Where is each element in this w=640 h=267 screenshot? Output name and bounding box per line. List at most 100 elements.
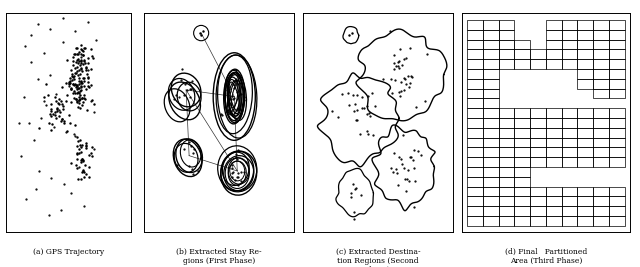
Bar bbox=[483, 30, 499, 40]
Bar bbox=[467, 167, 483, 177]
Bar bbox=[467, 98, 483, 108]
Bar bbox=[499, 216, 515, 226]
Bar bbox=[515, 206, 530, 216]
Bar bbox=[609, 157, 625, 167]
Bar bbox=[577, 206, 593, 216]
Bar bbox=[483, 167, 499, 177]
Bar bbox=[530, 196, 546, 206]
Bar bbox=[593, 187, 609, 196]
Bar bbox=[546, 30, 562, 40]
Bar bbox=[562, 187, 577, 196]
Bar bbox=[530, 138, 546, 147]
Bar bbox=[562, 49, 577, 59]
Bar bbox=[467, 196, 483, 206]
Bar bbox=[609, 128, 625, 138]
Bar bbox=[593, 128, 609, 138]
Bar bbox=[483, 98, 499, 108]
Bar bbox=[593, 157, 609, 167]
Bar bbox=[562, 40, 577, 49]
Bar bbox=[467, 79, 483, 89]
Bar bbox=[499, 187, 515, 196]
Bar bbox=[483, 157, 499, 167]
Bar bbox=[467, 30, 483, 40]
Bar bbox=[577, 138, 593, 147]
Bar bbox=[499, 108, 515, 118]
Bar bbox=[499, 138, 515, 147]
Bar bbox=[546, 108, 562, 118]
Bar bbox=[593, 79, 609, 89]
Bar bbox=[499, 157, 515, 167]
Bar bbox=[609, 206, 625, 216]
Bar bbox=[546, 118, 562, 128]
Bar bbox=[499, 206, 515, 216]
Bar bbox=[483, 40, 499, 49]
Bar bbox=[593, 118, 609, 128]
Bar bbox=[530, 59, 546, 69]
Bar bbox=[499, 128, 515, 138]
Bar bbox=[546, 206, 562, 216]
Bar bbox=[609, 59, 625, 69]
Bar bbox=[562, 20, 577, 30]
Bar bbox=[530, 49, 546, 59]
Bar bbox=[562, 157, 577, 167]
Bar bbox=[515, 138, 530, 147]
Bar bbox=[467, 69, 483, 79]
Bar bbox=[530, 128, 546, 138]
Bar bbox=[483, 79, 499, 89]
Bar bbox=[593, 147, 609, 157]
Bar bbox=[593, 59, 609, 69]
Bar bbox=[483, 20, 499, 30]
Bar bbox=[562, 216, 577, 226]
Text: (a) GPS Trajectory: (a) GPS Trajectory bbox=[33, 248, 104, 256]
Bar bbox=[467, 49, 483, 59]
Bar bbox=[499, 177, 515, 187]
Bar bbox=[467, 147, 483, 157]
Bar bbox=[467, 138, 483, 147]
Bar bbox=[483, 118, 499, 128]
Bar bbox=[515, 187, 530, 196]
Bar bbox=[515, 108, 530, 118]
Bar bbox=[562, 128, 577, 138]
Bar bbox=[609, 187, 625, 196]
Bar bbox=[483, 216, 499, 226]
Bar bbox=[546, 196, 562, 206]
Bar bbox=[483, 187, 499, 196]
Bar bbox=[515, 157, 530, 167]
Text: (c) Extracted Destina-
tion Regions (Second
Phase): (c) Extracted Destina- tion Regions (Sec… bbox=[335, 248, 420, 267]
Bar bbox=[467, 118, 483, 128]
Bar bbox=[562, 206, 577, 216]
Bar bbox=[577, 196, 593, 206]
Bar bbox=[562, 138, 577, 147]
Bar bbox=[483, 59, 499, 69]
Bar bbox=[593, 108, 609, 118]
Bar bbox=[577, 187, 593, 196]
Bar bbox=[499, 118, 515, 128]
Bar bbox=[467, 187, 483, 196]
Bar bbox=[609, 89, 625, 98]
Bar bbox=[593, 138, 609, 147]
Bar bbox=[483, 177, 499, 187]
Bar bbox=[577, 157, 593, 167]
Bar bbox=[577, 30, 593, 40]
Bar bbox=[483, 147, 499, 157]
Bar bbox=[577, 20, 593, 30]
Bar bbox=[593, 216, 609, 226]
Bar bbox=[593, 206, 609, 216]
Bar bbox=[515, 167, 530, 177]
Bar bbox=[577, 40, 593, 49]
Bar bbox=[609, 49, 625, 59]
Bar bbox=[562, 196, 577, 206]
Bar bbox=[577, 108, 593, 118]
Bar bbox=[515, 59, 530, 69]
Bar bbox=[593, 89, 609, 98]
Bar bbox=[562, 147, 577, 157]
Bar bbox=[577, 147, 593, 157]
Bar bbox=[546, 147, 562, 157]
Bar bbox=[609, 69, 625, 79]
Bar bbox=[515, 177, 530, 187]
Bar bbox=[577, 128, 593, 138]
Bar bbox=[515, 196, 530, 206]
Bar bbox=[593, 196, 609, 206]
Bar bbox=[593, 30, 609, 40]
Bar bbox=[499, 167, 515, 177]
